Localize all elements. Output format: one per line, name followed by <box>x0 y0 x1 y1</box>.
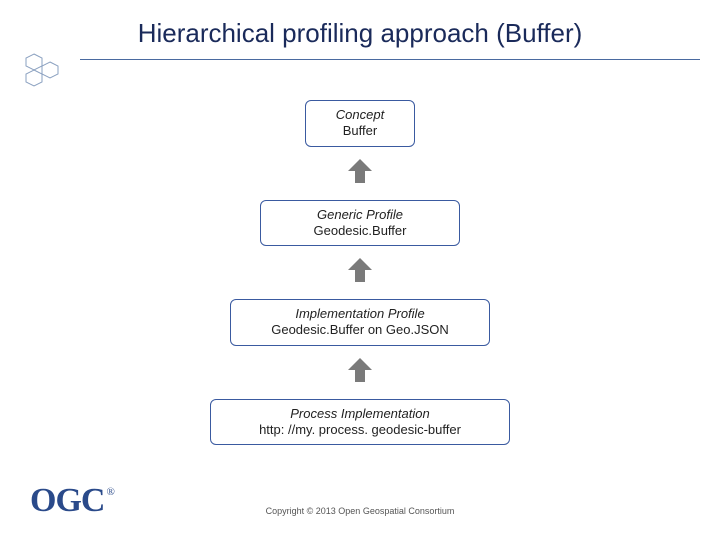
box-label: Generic Profile <box>275 207 445 223</box>
arrow-up-icon <box>346 157 374 190</box>
hex-decoration-icon <box>16 52 76 97</box>
box-label: Process Implementation <box>225 406 495 422</box>
arrow-up-icon <box>346 256 374 289</box>
box-label: Concept <box>320 107 400 123</box>
copyright-text: Copyright © 2013 Open Geospatial Consort… <box>0 506 720 516</box>
box-generic-profile: Generic Profile Geodesic.Buffer <box>260 200 460 247</box>
arrow-up-icon <box>346 356 374 389</box>
box-value: Geodesic.Buffer <box>275 223 445 239</box>
box-value: Geodesic.Buffer on Geo.JSON <box>245 322 475 338</box>
box-value: Buffer <box>320 123 400 139</box>
title-area: Hierarchical profiling approach (Buffer) <box>0 0 720 55</box>
box-implementation-profile: Implementation Profile Geodesic.Buffer o… <box>230 299 490 346</box>
logo-registered: ® <box>106 486 113 498</box>
box-process-implementation: Process Implementation http: //my. proce… <box>210 399 510 446</box>
box-concept: Concept Buffer <box>305 100 415 147</box>
box-label: Implementation Profile <box>245 306 475 322</box>
title-underline <box>80 59 700 60</box>
box-value: http: //my. process. geodesic-buffer <box>225 422 495 438</box>
page-title: Hierarchical profiling approach (Buffer) <box>0 18 720 49</box>
hierarchy-diagram: Concept Buffer Generic Profile Geodesic.… <box>0 100 720 445</box>
